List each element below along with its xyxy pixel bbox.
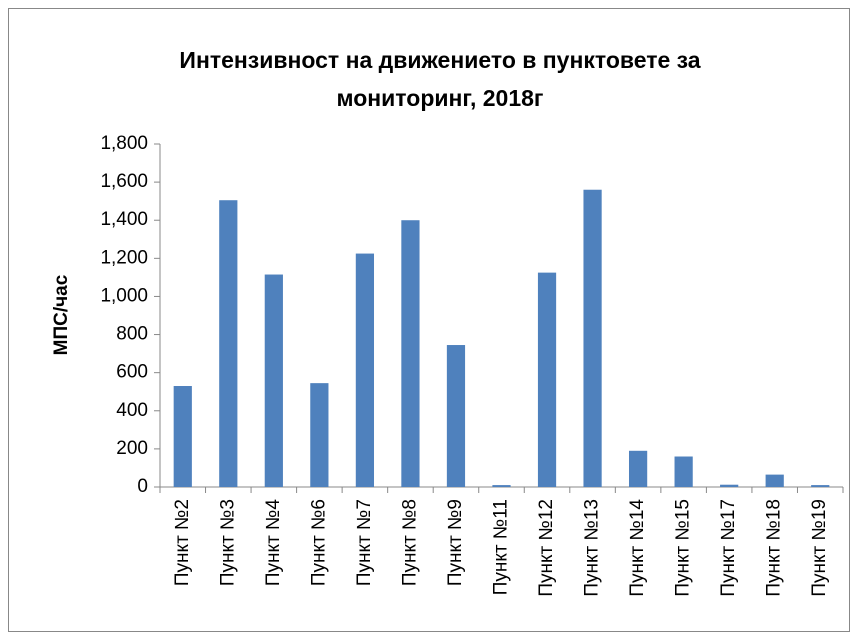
bar [446, 345, 466, 487]
bar [765, 474, 784, 487]
y-tick-label: 0 [137, 476, 148, 497]
y-tick-label: 400 [116, 400, 148, 421]
y-tick-label: 1,800 [100, 133, 148, 154]
y-axis-label: МПС/час [51, 274, 72, 355]
bar [537, 272, 557, 487]
bar [492, 485, 511, 487]
chart-border [8, 8, 850, 632]
x-tick-label: Пункт №7 [354, 499, 375, 586]
bar [401, 220, 420, 487]
x-tick-label: Пункт №2 [172, 499, 193, 586]
x-tick-label: Пункт №12 [536, 499, 557, 597]
bar [219, 200, 238, 488]
x-tick-label: Пункт №19 [809, 499, 830, 597]
x-tick-label: Пункт №9 [445, 499, 466, 586]
x-tick-label: Пункт №8 [399, 499, 420, 586]
x-tick-label: Пункт №14 [627, 499, 648, 597]
x-tick-label: Пункт №3 [217, 499, 238, 586]
x-tick-label: Пункт №11 [491, 499, 512, 595]
y-tick-label: 600 [116, 362, 148, 383]
chart-title: мониторинг, 2018г [337, 85, 544, 111]
bar [355, 253, 375, 487]
bar [583, 189, 602, 487]
chart-title: Интензивност на движението в пунктовете … [179, 47, 700, 73]
bar [811, 485, 830, 487]
x-tick-label: Пункт №6 [308, 499, 329, 586]
bar [720, 484, 739, 487]
y-tick-label: 1,400 [100, 209, 148, 230]
bar [264, 274, 283, 487]
bar [674, 456, 693, 487]
y-tick-label: 800 [116, 324, 148, 345]
bar [310, 383, 329, 487]
bar [628, 450, 648, 487]
x-tick-label: Пункт №17 [718, 499, 739, 597]
bar [173, 386, 192, 487]
x-tick-label: Пункт №15 [673, 499, 694, 597]
y-tick-label: 1,000 [100, 285, 148, 306]
x-tick-label: Пункт №18 [764, 499, 785, 597]
x-tick-label: Пункт №4 [263, 499, 284, 587]
y-tick-label: 1,600 [100, 171, 148, 192]
y-tick-label: 1,200 [100, 247, 148, 268]
x-tick-label: Пункт №13 [582, 499, 603, 597]
y-tick-label: 200 [116, 438, 148, 459]
